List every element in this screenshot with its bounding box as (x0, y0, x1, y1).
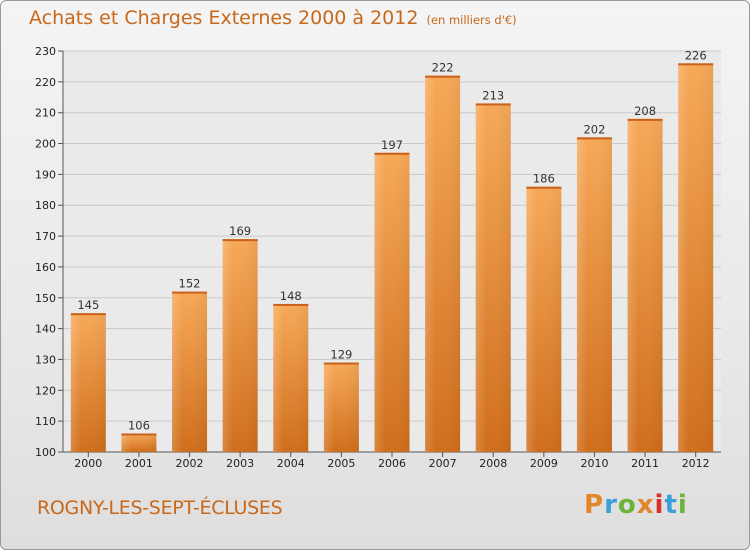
bar-shine (678, 63, 714, 452)
bar-top-edge (273, 303, 309, 306)
y-tick-label: 120 (35, 384, 56, 397)
bar-top-edge (323, 362, 359, 365)
data-label: 202 (583, 122, 605, 136)
brand-letter: t (664, 490, 678, 520)
bar-shine (627, 118, 663, 452)
data-label: 222 (432, 61, 454, 75)
x-tick-label: 2005 (327, 457, 355, 470)
y-tick-label: 220 (35, 76, 56, 89)
bar-top-edge (374, 152, 410, 155)
bar-top-edge (627, 118, 663, 121)
bar-shine (323, 362, 359, 452)
x-tick-label: 2007 (429, 457, 457, 470)
brand-letter: i (654, 490, 665, 520)
bar-shine (475, 103, 511, 452)
x-tick-label: 2003 (226, 457, 254, 470)
bar-top-edge (121, 433, 157, 436)
data-label: 145 (77, 298, 99, 312)
x-tick-label: 2002 (176, 457, 204, 470)
bar-top-edge (576, 137, 612, 140)
y-tick-label: 190 (35, 168, 56, 181)
bar-shine (526, 186, 562, 452)
bar-shine (121, 433, 157, 452)
bar-top-edge (70, 313, 106, 316)
data-label: 129 (330, 348, 352, 362)
y-tick-label: 130 (35, 353, 56, 366)
chart-unit: (en milliers d'€) (426, 13, 517, 27)
y-tick-label: 210 (35, 107, 56, 120)
bar-shine (222, 239, 258, 452)
chart-title-text: Achats et Charges Externes 2000 à 2012 (29, 7, 419, 29)
y-tick-label: 200 (35, 138, 56, 151)
y-tick-label: 150 (35, 292, 56, 305)
y-tick-label: 230 (35, 45, 56, 58)
bar-top-edge (222, 239, 258, 242)
y-tick-label: 100 (35, 446, 56, 459)
brand-letter: i (677, 490, 688, 520)
data-label: 169 (229, 224, 251, 238)
x-tick-label: 2006 (378, 457, 406, 470)
y-tick-label: 140 (35, 323, 56, 336)
brand-logo: Proxiti (584, 490, 688, 520)
x-tick-label: 2011 (631, 457, 659, 470)
bar-shine (374, 152, 410, 453)
bar-shine (273, 303, 309, 452)
bar-top-edge (526, 186, 562, 189)
bar-shine (172, 291, 208, 452)
x-tick-label: 2009 (530, 457, 558, 470)
bar-top-edge (172, 291, 208, 294)
x-tick-label: 2001 (125, 457, 153, 470)
y-tick-label: 160 (35, 261, 56, 274)
data-label: 213 (482, 88, 504, 102)
bar-top-edge (425, 75, 461, 78)
data-label: 148 (280, 289, 302, 303)
bar-shine (576, 137, 612, 452)
x-tick-label: 2004 (277, 457, 305, 470)
data-label: 226 (685, 48, 707, 62)
bar-shine (70, 313, 106, 452)
data-label: 186 (533, 172, 555, 186)
chart-title: Achats et Charges Externes 2000 à 2012 (e… (29, 7, 517, 29)
bar-top-edge (678, 63, 714, 66)
x-tick-label: 2000 (74, 457, 102, 470)
bar-shine (425, 75, 461, 452)
data-label: 152 (179, 277, 201, 291)
brand-letter: x (636, 490, 655, 520)
y-tick-label: 170 (35, 230, 56, 243)
bar-top-edge (475, 103, 511, 106)
x-tick-label: 2008 (479, 457, 507, 470)
commune-name: ROGNY-LES-SEPT-ÉCLUSES (37, 497, 283, 519)
brand-letter: o (617, 490, 637, 520)
x-tick-label: 2010 (580, 457, 608, 470)
data-label: 208 (634, 104, 656, 118)
brand-letter: r (604, 490, 618, 520)
y-tick-label: 180 (35, 199, 56, 212)
data-label: 106 (128, 418, 150, 432)
y-tick-label: 110 (35, 415, 56, 428)
data-label: 197 (381, 138, 403, 152)
x-tick-label: 2012 (682, 457, 710, 470)
brand-letter: P (584, 490, 605, 520)
